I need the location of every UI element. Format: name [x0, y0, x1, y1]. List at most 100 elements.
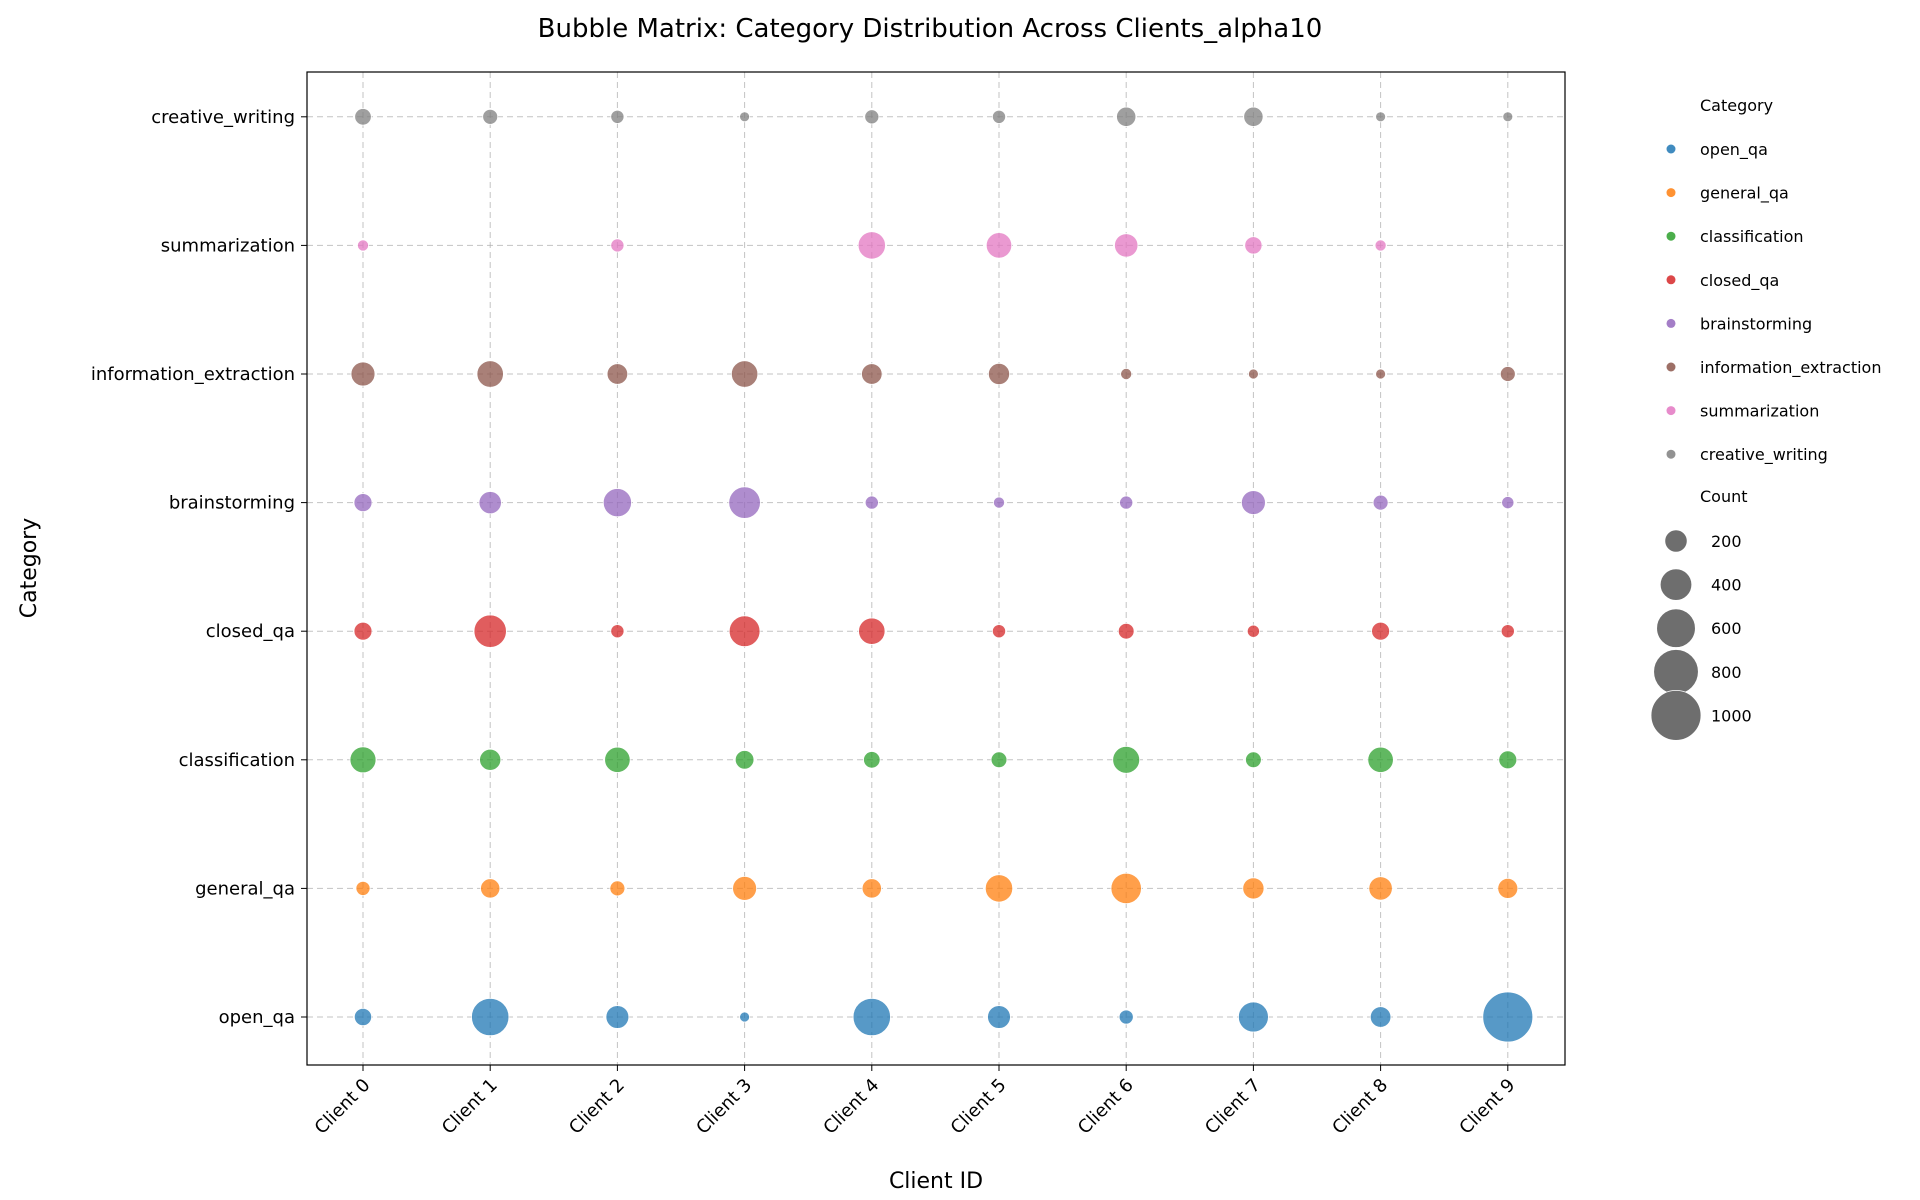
bubble-brainstorming-6 [1119, 495, 1134, 510]
bubble-classification-5 [990, 751, 1008, 769]
bubble-open_qa-3 [739, 1011, 750, 1023]
bubble-classification-7 [1245, 751, 1262, 769]
bubble-brainstorming-4 [864, 495, 879, 510]
legend-size-label: 800 [1711, 663, 1742, 682]
bubble-creative_writing-3 [739, 111, 750, 123]
legend-marker-creative_writing [1666, 449, 1676, 459]
bubble-information_extraction-6 [1120, 368, 1133, 380]
bubble-information_extraction-1 [476, 360, 504, 388]
bubble-summarization-8 [1374, 239, 1387, 252]
legend-label-open_qa: open_qa [1700, 140, 1768, 160]
bubble-general_qa-6 [1110, 872, 1142, 905]
y-tick-label: open_qa [219, 1007, 295, 1028]
x-tick-label: Client 9 [1455, 1075, 1519, 1139]
bubble-general_qa-4 [861, 878, 882, 899]
legend-size-marker [1664, 529, 1688, 553]
legend-marker-classification [1666, 231, 1676, 241]
bubble-open_qa-2 [605, 1005, 630, 1029]
bubble-open_qa-1 [471, 997, 510, 1037]
bubble-summarization-5 [985, 232, 1013, 259]
bubble-information_extraction-8 [1375, 368, 1386, 380]
bubble-information_extraction-4 [861, 363, 883, 385]
bubble-general_qa-7 [1242, 877, 1265, 900]
legend-size-title: Count [1700, 487, 1748, 506]
bubble-general_qa-3 [732, 876, 757, 901]
legend-size-marker [1659, 568, 1693, 601]
bubble-information_extraction-2 [606, 363, 629, 385]
bubble-classification-6 [1112, 745, 1141, 774]
bubble-classification-3 [734, 750, 755, 770]
bubble-closed_qa-3 [728, 615, 761, 648]
legend-label-general_qa: general_qa [1700, 184, 1789, 204]
bubble-open_qa-6 [1118, 1009, 1134, 1025]
x-tick-label: Client 2 [565, 1075, 629, 1139]
grid [307, 72, 1565, 1065]
legend-marker-open_qa [1666, 144, 1676, 154]
bubble-creative_writing-7 [1243, 106, 1264, 127]
y-axis-title: Category [17, 518, 42, 619]
legend-label-brainstorming: brainstorming [1700, 314, 1812, 333]
y-axis: open_qa general_qa classification closed_qa… [91, 107, 307, 1028]
legend-marker-summarization [1666, 406, 1676, 416]
x-tick-label: Client 6 [1074, 1075, 1138, 1139]
bubble-brainstorming-1 [478, 491, 502, 515]
bubble-open_qa-4 [852, 997, 891, 1037]
legend-size-label: 400 [1711, 576, 1742, 595]
bubble-creative_writing-5 [991, 109, 1007, 124]
legend-label-information_extraction: information_extraction [1700, 358, 1881, 378]
y-tick-label: closed_qa [206, 621, 295, 642]
legend-label-classification: classification [1700, 227, 1804, 246]
bubble-brainstorming-7 [1241, 490, 1266, 515]
x-tick-label: Client 7 [1201, 1075, 1265, 1139]
chart-title: Bubble Matrix: Category Distribution Acr… [538, 14, 1323, 44]
bubble-creative_writing-9 [1502, 111, 1514, 123]
x-tick-label: Client 8 [1328, 1075, 1392, 1139]
legend-label-summarization: summarization [1700, 402, 1819, 421]
bubble-summarization-0 [357, 239, 369, 252]
bubble-creative_writing-1 [482, 108, 499, 125]
x-tick-label: Client 0 [311, 1075, 375, 1139]
legend-marker-information_extraction [1666, 362, 1676, 372]
y-tick-label: brainstorming [169, 493, 295, 514]
bubble-closed_qa-2 [610, 624, 625, 639]
y-tick-label: general_qa [195, 878, 295, 899]
bubble-information_extraction-0 [350, 361, 376, 387]
bubble-general_qa-2 [609, 880, 626, 897]
bubble-closed_qa-7 [1246, 624, 1260, 638]
legend-size-marker [1656, 608, 1696, 648]
legend-label-creative_writing: creative_writing [1700, 445, 1828, 465]
plot-area-frame [306, 71, 1566, 1066]
y-tick-label: creative_writing [151, 107, 295, 128]
x-axis-title: Client ID [889, 1169, 983, 1194]
bubble-general_qa-8 [1368, 876, 1393, 901]
legend: Category open_qa general_qa classification c… [1650, 96, 1881, 741]
bubble-classification-9 [1498, 750, 1518, 770]
bubble-information_extraction-7 [1248, 368, 1259, 380]
bubble-creative_writing-8 [1375, 111, 1386, 123]
y-tick-label: classification [179, 750, 295, 771]
bubble-closed_qa-6 [1117, 622, 1135, 640]
bubble-classification-1 [479, 748, 502, 771]
legend-size-label: 200 [1711, 532, 1742, 551]
bubble-closed_qa-9 [1500, 624, 1515, 639]
bubble-closed_qa-4 [858, 617, 886, 645]
bubble-summarization-7 [1244, 236, 1263, 255]
bubble-general_qa-1 [480, 878, 501, 899]
bubble-general_qa-0 [355, 880, 371, 896]
bubble-creative_writing-2 [610, 109, 625, 124]
bubble-closed_qa-5 [991, 624, 1007, 639]
x-tick-label: Client 3 [692, 1075, 756, 1139]
bubble-brainstorming-3 [728, 486, 761, 519]
bubble-open_qa-5 [987, 1005, 1011, 1029]
bubble-general_qa-9 [1497, 878, 1519, 899]
x-tick-label: Client 4 [819, 1075, 883, 1139]
bubble-brainstorming-8 [1372, 494, 1389, 511]
bubble-creative_writing-0 [354, 108, 372, 126]
x-tick-label: Client 1 [438, 1075, 502, 1139]
bubble-summarization-2 [610, 238, 625, 253]
bubble-brainstorming-5 [993, 496, 1005, 509]
legend-size-label: 600 [1711, 619, 1742, 638]
legend-marker-general_qa [1666, 188, 1676, 198]
bubble-information_extraction-9 [1499, 366, 1516, 382]
legend-marker-brainstorming [1666, 318, 1676, 328]
